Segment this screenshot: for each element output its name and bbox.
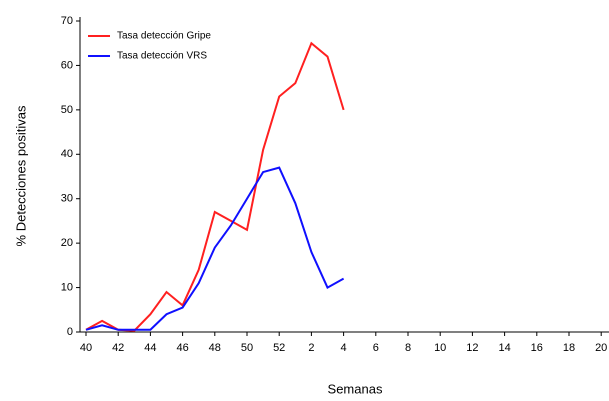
y-tick-label: 0 xyxy=(67,326,73,338)
x-tick-label: 20 xyxy=(595,342,607,354)
x-tick-label: 10 xyxy=(434,342,446,354)
x-tick-label: 46 xyxy=(176,342,188,354)
legend-label: Tasa detección Gripe xyxy=(117,31,211,42)
y-tick-label: 40 xyxy=(61,148,73,160)
x-tick-label: 12 xyxy=(466,342,478,354)
y-tick-label: 50 xyxy=(61,104,73,116)
x-axis-label: Semanas xyxy=(328,381,383,396)
legend-label: Tasa detección VRS xyxy=(117,51,207,62)
x-tick-label: 14 xyxy=(498,342,510,354)
x-tick-label: 8 xyxy=(405,342,411,354)
x-tick-label: 16 xyxy=(531,342,543,354)
y-axis-label: % Detecciones positivas xyxy=(13,105,28,246)
y-tick-label: 60 xyxy=(61,59,73,71)
x-tick-label: 6 xyxy=(373,342,379,354)
series-line xyxy=(85,166,345,331)
y-tick-label: 30 xyxy=(61,193,73,205)
y-tick-label: 70 xyxy=(61,15,73,27)
y-tick-label: 10 xyxy=(61,281,73,293)
x-tick-label: 48 xyxy=(209,342,221,354)
x-tick-label: 2 xyxy=(308,342,314,354)
x-tick-label: 42 xyxy=(112,342,124,354)
y-tick-label: 20 xyxy=(61,237,73,249)
series-line xyxy=(85,41,345,332)
x-tick-label: 40 xyxy=(80,342,92,354)
x-tick-label: 18 xyxy=(563,342,575,354)
x-tick-label: 50 xyxy=(241,342,253,354)
x-tick-label: 4 xyxy=(341,342,347,354)
x-tick-label: 52 xyxy=(273,342,285,354)
x-tick-label: 44 xyxy=(144,342,156,354)
